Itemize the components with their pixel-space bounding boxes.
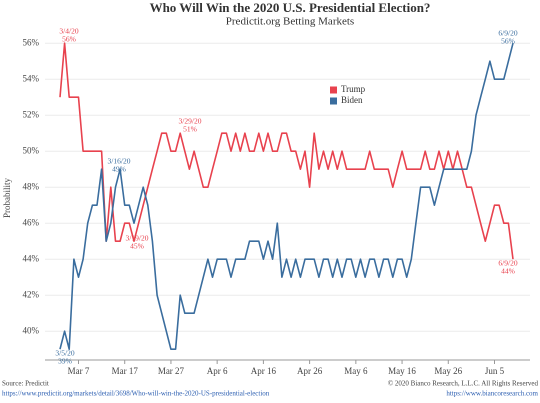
legend-swatch bbox=[330, 86, 337, 94]
x-tick-label: Mar 27 bbox=[158, 366, 185, 376]
chart-subtitle: Predictit.org Betting Markets bbox=[226, 16, 354, 28]
legend-label: Trump bbox=[341, 84, 366, 94]
x-tick-label: Apr 26 bbox=[297, 366, 323, 376]
annotation-value: 51% bbox=[183, 125, 197, 134]
x-tick-label: Jun 5 bbox=[485, 366, 505, 376]
x-tick-label: May 26 bbox=[434, 366, 462, 376]
y-tick-label: 48% bbox=[23, 181, 40, 191]
annotation-value: 39% bbox=[58, 357, 72, 366]
x-tick-label: May 16 bbox=[388, 366, 416, 376]
x-tick-label: Apr 16 bbox=[251, 366, 277, 376]
x-tick-label: Apr 6 bbox=[207, 366, 228, 376]
series-line bbox=[59, 43, 514, 350]
annotation-date: 6/9/20 bbox=[498, 259, 517, 268]
annotation-date: 6/9/20 bbox=[498, 29, 517, 38]
legend-swatch bbox=[330, 97, 337, 105]
y-tick-label: 42% bbox=[23, 289, 40, 299]
y-axis-label: Probability bbox=[2, 178, 12, 218]
y-tick-label: 56% bbox=[23, 37, 40, 47]
legend-label: Biden bbox=[341, 95, 363, 105]
x-tick-label: May 6 bbox=[344, 366, 368, 376]
y-tick-label: 50% bbox=[23, 145, 40, 155]
y-tick-label: 44% bbox=[23, 253, 40, 263]
y-tick-label: 46% bbox=[23, 217, 40, 227]
annotation-value: 56% bbox=[501, 37, 515, 46]
site-url[interactable]: https://www.biancoresearch.com bbox=[446, 390, 538, 398]
annotation-value: 44% bbox=[501, 267, 515, 276]
annotation-value: 49% bbox=[112, 165, 126, 174]
source: Source: Predictit bbox=[2, 380, 49, 388]
chart-title: Who Will Win the 2020 U.S. Presidential … bbox=[150, 0, 431, 15]
annotation-date: 3/29/20 bbox=[179, 117, 202, 126]
annotation-date: 3/4/20 bbox=[59, 27, 78, 36]
annotation-value: 45% bbox=[130, 242, 144, 251]
annotation-date: 3/19/20 bbox=[126, 234, 149, 243]
annotation-date: 3/5/20 bbox=[55, 349, 74, 358]
annotation-date: 3/16/20 bbox=[108, 157, 131, 166]
annotation-value: 56% bbox=[62, 35, 76, 44]
x-tick-label: Mar 7 bbox=[68, 366, 90, 376]
y-tick-label: 40% bbox=[23, 325, 40, 335]
y-tick-label: 52% bbox=[23, 109, 40, 119]
copyright: © 2020 Bianco Research, L.L.C. All Right… bbox=[388, 380, 539, 388]
x-tick-label: Mar 17 bbox=[112, 366, 139, 376]
y-tick-label: 54% bbox=[23, 73, 40, 83]
series-line bbox=[59, 42, 514, 260]
source-url[interactable]: https://www.predictit.org/markets/detail… bbox=[2, 390, 270, 398]
